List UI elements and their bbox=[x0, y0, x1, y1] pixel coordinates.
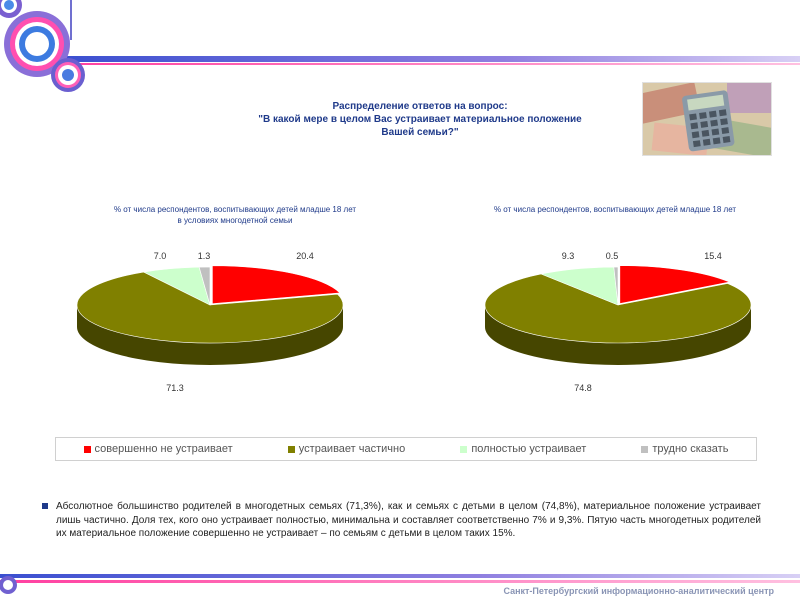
title-line-3: Вашей семьи?" bbox=[381, 127, 459, 138]
title-line-1: Распределение ответов на вопрос: bbox=[332, 101, 508, 112]
legend-item-partially: устраивает частично bbox=[287, 443, 406, 455]
chart-legend: совершенно не устраивает устраивает част… bbox=[55, 437, 757, 461]
legend-label: трудно сказать bbox=[652, 443, 729, 455]
pie1-slice-1 bbox=[76, 271, 344, 344]
slide-title: Распределение ответов на вопрос: "В како… bbox=[200, 100, 640, 139]
mid-circle-ornament bbox=[51, 58, 85, 92]
bottom-line-pink bbox=[0, 580, 800, 583]
chart1-subtitle: % от числа респондентов, воспитывающих д… bbox=[60, 204, 410, 226]
pie2-label-3: 0.5 bbox=[606, 251, 619, 261]
pie2-side bbox=[485, 305, 751, 365]
pie2-slice-1 bbox=[484, 273, 752, 344]
chart1-subtitle-line-2: в условиях многодетной семьи bbox=[177, 216, 293, 225]
pie2-slice-3 bbox=[613, 266, 619, 306]
pie1-label-2: 7.0 bbox=[154, 251, 167, 261]
legend-swatch-lightgreen bbox=[460, 445, 468, 453]
pie1-label-1: 71.3 bbox=[166, 383, 184, 393]
legend-swatch-red bbox=[83, 445, 91, 453]
pie2-slice-0 bbox=[619, 265, 731, 304]
big-circle-ornament bbox=[4, 11, 70, 77]
pie2-label-1: 74.8 bbox=[574, 383, 592, 393]
pie1-side bbox=[77, 305, 343, 365]
pie1-label-0: 20.4 bbox=[296, 251, 314, 261]
chart1-subtitle-line-1: % от числа респондентов, воспитывающих д… bbox=[113, 205, 357, 214]
bottom-line-blue bbox=[0, 574, 800, 578]
legend-item-not-satisfied: совершенно не устраивает bbox=[83, 443, 233, 455]
pie2-label-2: 9.3 bbox=[562, 251, 575, 261]
top-line-blue bbox=[60, 56, 800, 62]
top-line-pink bbox=[60, 63, 800, 65]
legend-swatch-olive bbox=[287, 445, 295, 453]
top-vertical-line bbox=[70, 0, 72, 40]
money-calculator-image bbox=[642, 82, 772, 156]
footer-organization: Санкт-Петербургский информационно-аналит… bbox=[503, 586, 774, 596]
title-line-2: "В какой мере в целом Вас устраивает мат… bbox=[258, 114, 582, 125]
pie1-slice-3 bbox=[198, 266, 211, 306]
chart2-subtitle-line-1: % от числа респондентов, воспитывающих д… bbox=[493, 205, 737, 214]
legend-swatch-gray bbox=[641, 445, 649, 453]
pie2-side-1 bbox=[485, 305, 751, 365]
bottom-small-circle bbox=[0, 576, 17, 594]
summary-paragraph: Абсолютное большинство родителей в много… bbox=[56, 501, 761, 539]
pie1-label-3: 1.3 bbox=[198, 251, 211, 261]
pie1-slice-0 bbox=[212, 265, 341, 305]
legend-item-hard-to-say: трудно сказать bbox=[641, 443, 728, 455]
legend-item-fully: полностью устраивает bbox=[460, 443, 586, 455]
legend-label: полностью устраивает bbox=[471, 443, 587, 455]
small-circle-top bbox=[0, 0, 22, 18]
legend-label: устраивает частично bbox=[298, 443, 406, 455]
pie2-label-0: 15.4 bbox=[704, 251, 722, 261]
bullet-marker bbox=[42, 503, 48, 509]
legend-label: совершенно не устраивает bbox=[94, 443, 233, 455]
chart2-subtitle: % от числа респондентов, воспитывающих д… bbox=[450, 204, 780, 215]
pie1-side-1 bbox=[77, 305, 343, 365]
pie2-slice-2 bbox=[540, 266, 619, 306]
